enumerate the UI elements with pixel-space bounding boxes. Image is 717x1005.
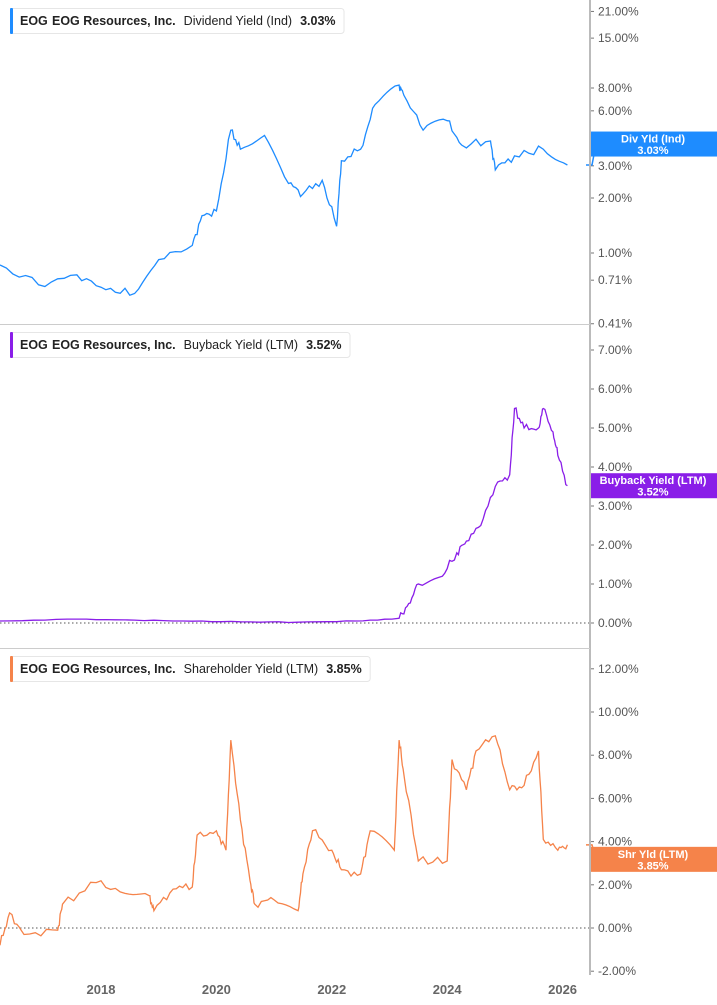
y-tick-label: 21.00% [598, 4, 639, 18]
y-tick-label: 6.00% [598, 791, 632, 805]
badge-value: 3.03% [637, 145, 668, 157]
legend-ticker: EOG [20, 338, 48, 352]
x-tick-label: 2018 [87, 982, 116, 997]
y-tick-label: 2.00% [598, 538, 632, 552]
legend-ticker: EOG [20, 662, 48, 676]
y-tick-label: -2.00% [598, 964, 636, 978]
badge-background [590, 473, 717, 499]
y-tick-label: 8.00% [598, 748, 632, 762]
y-tick-label: 7.00% [598, 343, 632, 357]
y-tick-label: 12.00% [598, 662, 639, 676]
legend-metric: Buyback Yield (LTM) [184, 338, 298, 352]
y-tick-label: 3.00% [598, 159, 632, 173]
x-tick-label: 2020 [202, 982, 231, 997]
legend-value: 3.03% [300, 14, 335, 28]
legend-metric: Shareholder Yield (LTM) [184, 662, 319, 676]
legend-color-bar [10, 332, 13, 358]
y-tick-label: 8.00% [598, 81, 632, 95]
badge-background [590, 846, 717, 872]
y-tick-label: 1.00% [598, 577, 632, 591]
badge-label: Div Yld (Ind) [621, 134, 685, 146]
legend-value: 3.85% [326, 662, 361, 676]
legend-company: EOG Resources, Inc. [52, 338, 176, 352]
legend: EOG EOG Resources, Inc. Shareholder Yield … [10, 656, 371, 682]
legend-company: EOG Resources, Inc. [52, 14, 176, 28]
x-tick-label: 2026 [548, 982, 577, 997]
badge-value: 3.85% [637, 860, 668, 872]
badge-label: Buyback Yield (LTM) [600, 475, 707, 487]
legend: EOG EOG Resources, Inc. Buyback Yield (LTM… [10, 332, 351, 358]
y-tick-label: 6.00% [598, 382, 632, 396]
legend-metric: Dividend Yield (Ind) [184, 14, 292, 28]
y-tick-label: 3.00% [598, 499, 632, 513]
badge-value: 3.52% [637, 487, 668, 499]
y-tick-label: 2.00% [598, 191, 632, 205]
y-tick-label: 1.00% [598, 246, 632, 260]
panel-1: 21.00% 15.00% 8.00% 6.00% 3.00% 2.00% 1.00% 0.7… [0, 4, 717, 331]
legend-ticker: EOG [20, 14, 48, 28]
series-line [0, 734, 569, 946]
y-tick-label: 0.41% [598, 317, 632, 331]
series-line [0, 407, 568, 624]
current-value-badge: Div Yld (Ind)3.03% [586, 131, 717, 166]
y-tick-label: 6.00% [598, 104, 632, 118]
legend: EOG EOG Resources, Inc. Dividend Yield (In… [10, 8, 345, 34]
legend-color-bar [10, 8, 13, 34]
y-tick-label: 5.00% [598, 421, 632, 435]
series-line [0, 84, 568, 296]
legend-company: EOG Resources, Inc. [52, 662, 176, 676]
badge-background [590, 131, 717, 157]
y-tick-label: 0.00% [598, 921, 632, 935]
y-tick-label: 0.00% [598, 616, 632, 630]
y-tick-label: 4.00% [598, 460, 632, 474]
y-tick-label: 4.00% [598, 835, 632, 849]
y-tick-label: 0.71% [598, 273, 632, 287]
current-value-badge: Shr Yld (LTM)3.85% [586, 844, 717, 872]
panel-2: 7.00% 6.00% 5.00% 4.00% 3.00% 2.00% 1.00% 0.00%… [0, 332, 717, 630]
y-tick-label: 10.00% [598, 705, 639, 719]
current-value-badge: Buyback Yield (LTM)3.52% [590, 473, 717, 499]
badge-label: Shr Yld (LTM) [618, 849, 689, 861]
x-tick-label: 2024 [433, 982, 463, 997]
y-tick-label: 15.00% [598, 31, 639, 45]
y-tick-label: 2.00% [598, 878, 632, 892]
legend-color-bar [10, 656, 13, 682]
x-tick-label: 2022 [317, 982, 346, 997]
legend-value: 3.52% [306, 338, 341, 352]
panel-3: 12.00% 10.00% 8.00% 6.00% 4.00% 2.00% 0.00% -2.… [0, 656, 717, 978]
